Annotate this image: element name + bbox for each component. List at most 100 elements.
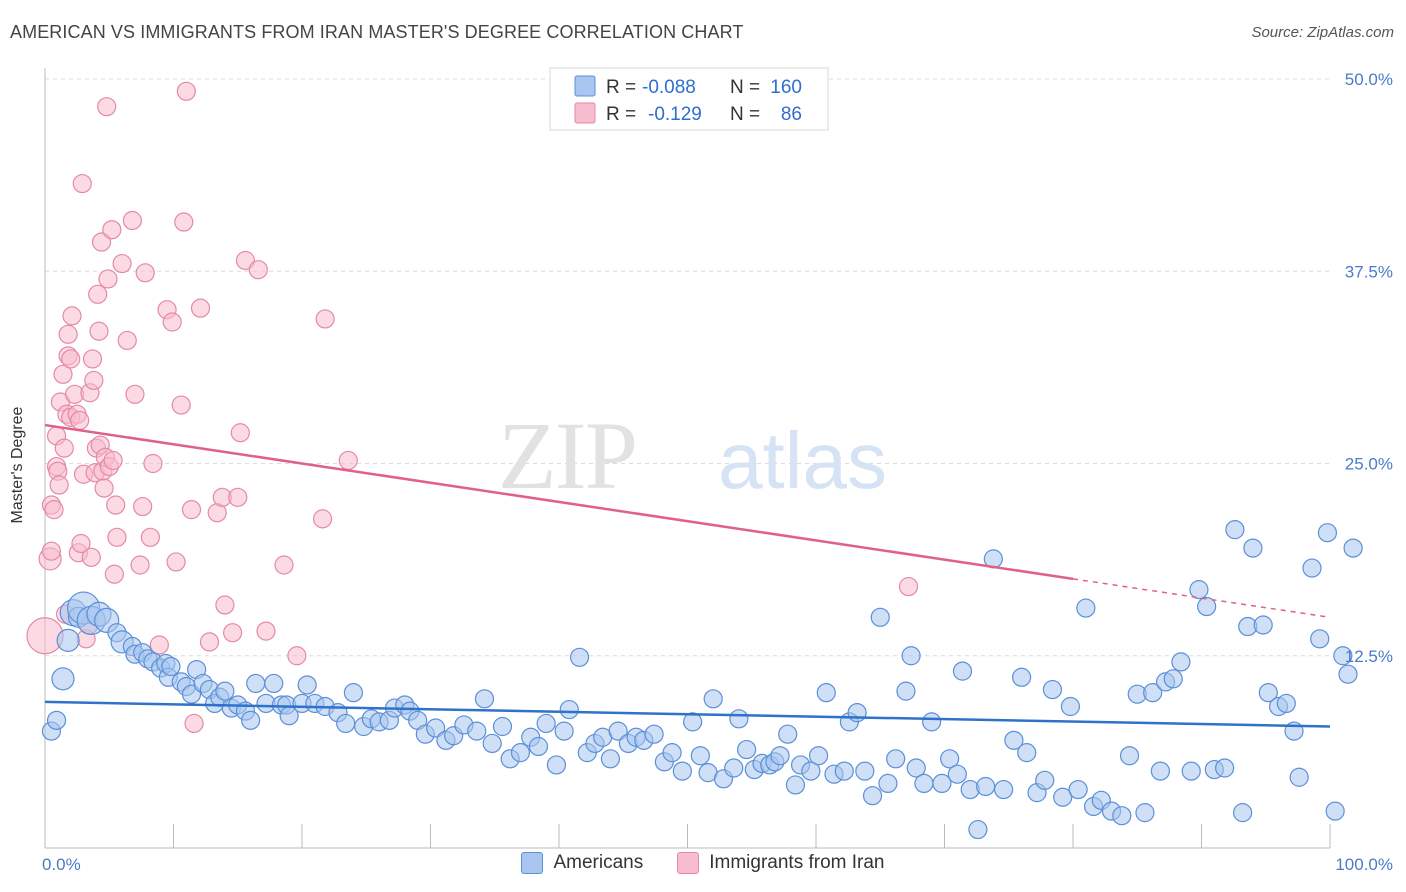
americans-point-34: [246, 673, 266, 694]
bottom-legend-swatch-iran: [677, 852, 700, 874]
y-tick-label-3: 50.0%: [1345, 70, 1393, 89]
americans-point-109: [862, 786, 883, 806]
tick-labels: 12.5% 25.0% 37.5% 50.0% 0.0% 100.0%: [42, 70, 1393, 874]
y-tick-label-1: 25.0%: [1345, 455, 1393, 474]
bottom-legend-label-iran: Immigrants from Iran: [709, 852, 885, 873]
legend-background: [549, 67, 829, 131]
americans-point-167: [1325, 801, 1345, 821]
iran-point-82: [338, 450, 358, 471]
americans-point-69: [546, 755, 567, 775]
americans-point-84: [672, 761, 692, 781]
watermark: ZIP atlas: [498, 402, 887, 509]
americans-point-169: [1338, 664, 1358, 684]
iran-point-47: [106, 495, 126, 515]
iran-point-35: [89, 321, 109, 341]
americans-point-159: [1258, 683, 1278, 703]
americans-point-165: [1310, 629, 1330, 649]
americans-point-126: [994, 779, 1014, 800]
americans-point-136: [1076, 598, 1096, 618]
americans-point-63: [492, 716, 513, 737]
iran-point-62: [171, 395, 191, 415]
americans-point-107: [847, 703, 867, 723]
americans-point-45: [336, 713, 356, 734]
americans-point-135: [1068, 779, 1088, 800]
legend-r-value-americans: -0.088: [642, 77, 696, 98]
y-tick-label-0: 12.5%: [1345, 647, 1393, 666]
iran-point-54: [133, 496, 153, 517]
iran-point-10: [53, 364, 73, 384]
watermark-atlas: atlas: [718, 416, 887, 505]
bottom-legend-label-americans: Americans: [553, 852, 644, 873]
iran-point-56: [140, 527, 160, 547]
americans-point-157: [1243, 538, 1263, 558]
bottom-legend-swatch-americans: [521, 852, 544, 874]
iran-point-52: [125, 384, 145, 404]
iran-point-72: [223, 623, 243, 643]
bottom-legend-americans: Americans: [521, 852, 643, 874]
series-americans-points: [41, 520, 1363, 840]
americans-point-98: [778, 724, 798, 744]
americans-point-131: [1035, 770, 1055, 790]
americans-point-71: [559, 699, 579, 720]
iran-point-57: [143, 453, 163, 474]
americans-point-20: [161, 656, 181, 677]
iran-point-58: [149, 635, 169, 655]
americans-point-118: [932, 773, 952, 794]
americans-point-151: [1197, 596, 1217, 617]
americans-point-114: [901, 646, 921, 666]
iran-point-83: [898, 576, 919, 597]
legend-swatch-americans: [574, 75, 596, 97]
americans-point-86: [690, 746, 710, 766]
americans-point-99: [785, 775, 806, 795]
iran-point-68: [199, 632, 220, 652]
iran-point-22: [70, 410, 90, 431]
legend-swatch-iran: [574, 102, 596, 124]
iran-point-48: [107, 527, 127, 547]
americans-point-36: [264, 673, 284, 694]
americans-point-123: [968, 819, 988, 840]
iran-point-73: [228, 487, 248, 507]
legend-box: R = -0.088 N = 160 R = -0.129 N = 86: [549, 67, 829, 131]
iran-point-2: [41, 541, 62, 561]
iran-point-14: [58, 324, 78, 344]
iran-point-44: [102, 220, 122, 240]
iran-point-81: [315, 309, 335, 329]
americans-point-60: [467, 721, 487, 741]
iran-point-24: [72, 173, 92, 194]
americans-point-145: [1150, 761, 1170, 781]
americans-point-153: [1215, 758, 1235, 778]
iran-point-18: [62, 306, 82, 326]
americans-point-122: [960, 779, 980, 800]
iran-point-30: [82, 349, 103, 369]
axes: [44, 68, 1331, 849]
iran-point-37: [91, 232, 112, 252]
legend-r-label-americans: R =: [606, 77, 636, 98]
americans-point-140: [1112, 806, 1132, 826]
americans-point-143: [1135, 803, 1155, 823]
americans-point-1: [46, 710, 67, 730]
iran-point-4: [44, 500, 64, 520]
iran-point-29: [81, 547, 101, 567]
americans-point-144: [1143, 683, 1163, 703]
americans-point-115: [906, 758, 926, 778]
americans-point-70: [554, 721, 574, 741]
americans-point-65: [510, 743, 531, 763]
iran-point-49: [112, 253, 132, 274]
americans-point-61: [474, 689, 495, 709]
iran-point-65: [181, 500, 202, 520]
y-tick-label-2: 37.5%: [1345, 262, 1393, 281]
americans-point-133: [1053, 787, 1073, 807]
americans-point-110: [870, 607, 890, 627]
americans-point-161: [1276, 693, 1296, 714]
americans-point-116: [914, 773, 934, 794]
iran-point-63: [174, 212, 194, 232]
americans-point-72: [569, 647, 590, 667]
legend-r-label-iran: R =: [606, 104, 636, 125]
americans-point-67: [528, 736, 549, 757]
americans-point-90: [724, 758, 744, 778]
iran-point-17: [61, 349, 81, 369]
americans-point-102: [808, 746, 829, 766]
americans-point-168: [1333, 646, 1353, 666]
americans-point-91: [729, 709, 749, 729]
iran-point-60: [162, 312, 182, 332]
